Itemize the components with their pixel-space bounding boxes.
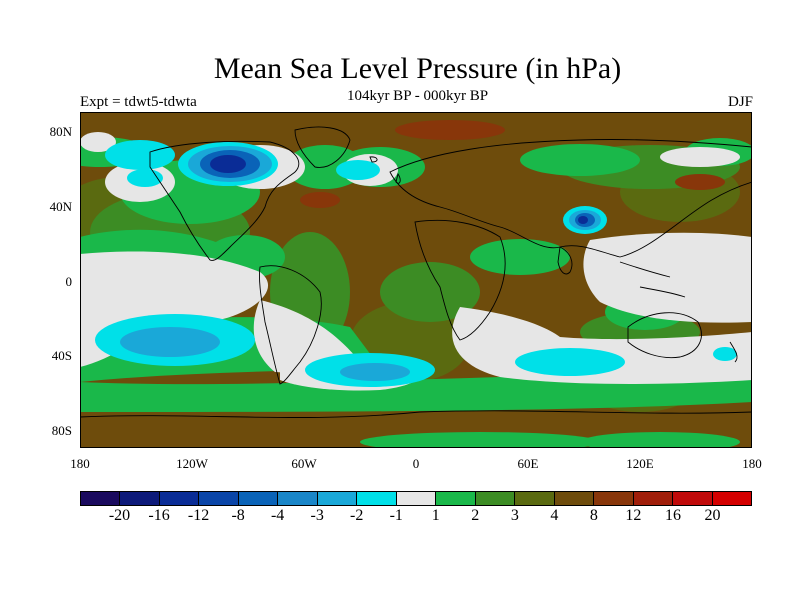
map-frame xyxy=(80,112,752,448)
colorbar-label: -3 xyxy=(310,507,324,524)
colorbar-swatch xyxy=(475,492,516,505)
lon-label-60w: 60W xyxy=(291,456,317,471)
colorbar-swatch xyxy=(712,492,751,505)
lat-label-40s: 40S xyxy=(51,348,72,363)
colorbar-label: 2 xyxy=(471,507,480,524)
lon-label-180e: 180 xyxy=(742,456,762,471)
colorbar-label: -2 xyxy=(350,507,364,524)
colorbar-swatch xyxy=(436,492,476,505)
map-subtitle: 104kyr BP - 000kyr BP xyxy=(346,88,489,104)
pressure-map xyxy=(80,112,752,448)
colorbar-label: 12 xyxy=(625,507,642,524)
colorbar xyxy=(80,491,752,506)
experiment-label: Expt = tdwt5-tdwta xyxy=(80,94,197,110)
colorbar-label: -1 xyxy=(389,507,403,524)
colorbar-label: 1 xyxy=(431,507,440,524)
colorbar-label: 4 xyxy=(550,507,559,524)
colorbar-label: 20 xyxy=(704,507,721,524)
zone-high xyxy=(300,120,725,208)
colorbar-swatch xyxy=(120,492,160,505)
colorbar-label: -12 xyxy=(187,507,210,524)
colorbar-swatch xyxy=(673,492,713,505)
colorbar-label: 16 xyxy=(664,507,681,524)
colorbar-label: -4 xyxy=(270,507,285,524)
colorbar-label: 8 xyxy=(589,507,598,524)
colorbar-label: -20 xyxy=(108,507,131,524)
map-title: Mean Sea Level Pressure (in hPa) xyxy=(213,52,622,85)
colorbar-swatch xyxy=(594,492,634,505)
lat-label-80s: 80S xyxy=(51,423,72,438)
lon-label-0: 0 xyxy=(412,456,420,471)
colorbar-swatch xyxy=(159,492,200,505)
colorbar-label: -8 xyxy=(231,507,245,524)
colorbar-swatch xyxy=(278,492,318,505)
colorbar-label: -16 xyxy=(148,507,170,524)
colorbar-swatch xyxy=(317,492,358,505)
lat-label-80n: 80N xyxy=(49,124,72,139)
lon-label-180w: 180 xyxy=(70,456,90,471)
colorbar-swatch xyxy=(81,492,121,505)
lat-label-40n: 40N xyxy=(49,199,72,214)
lat-label-0: 0 xyxy=(65,274,73,289)
colorbar-swatch xyxy=(515,492,555,505)
zone-darkblue xyxy=(210,155,588,224)
season-label: DJF xyxy=(727,94,753,110)
coastlines xyxy=(80,126,752,418)
colorbar-label: 3 xyxy=(510,507,519,524)
colorbar-swatch xyxy=(633,492,674,505)
colorbar-swatch xyxy=(357,492,397,505)
colorbar-swatch xyxy=(396,492,437,505)
lon-label-120w: 120W xyxy=(176,456,208,471)
colorbar-swatch xyxy=(238,492,279,505)
colorbar-swatch xyxy=(199,492,239,505)
colorbar-swatch xyxy=(554,492,595,505)
lon-label-120e: 120E xyxy=(626,456,654,471)
lon-label-60e: 60E xyxy=(517,456,539,471)
